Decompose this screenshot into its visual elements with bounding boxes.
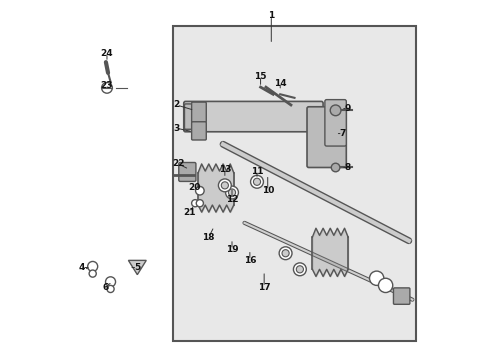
FancyBboxPatch shape	[184, 104, 201, 129]
Text: 3: 3	[173, 124, 180, 133]
Circle shape	[218, 179, 231, 192]
Text: 9: 9	[344, 104, 350, 113]
Circle shape	[250, 175, 263, 188]
Text: 6: 6	[102, 283, 108, 292]
Circle shape	[253, 178, 260, 185]
Circle shape	[279, 247, 291, 260]
Text: 11: 11	[250, 167, 263, 176]
Text: 18: 18	[202, 233, 215, 242]
FancyBboxPatch shape	[191, 102, 206, 122]
Circle shape	[369, 271, 383, 285]
Circle shape	[331, 163, 339, 172]
Text: 19: 19	[225, 245, 238, 254]
FancyBboxPatch shape	[191, 122, 206, 140]
Text: 17: 17	[257, 283, 270, 292]
Text: 14: 14	[273, 79, 286, 88]
FancyBboxPatch shape	[306, 107, 346, 167]
Text: 16: 16	[243, 256, 256, 265]
FancyBboxPatch shape	[183, 102, 323, 132]
Circle shape	[87, 261, 98, 271]
Circle shape	[293, 263, 305, 276]
Circle shape	[196, 200, 203, 207]
Circle shape	[282, 249, 288, 257]
Circle shape	[378, 278, 392, 293]
Text: 23: 23	[101, 81, 113, 90]
Circle shape	[195, 186, 203, 195]
Text: 15: 15	[254, 72, 266, 81]
Circle shape	[107, 285, 114, 293]
Text: 1: 1	[267, 11, 274, 20]
Text: 7: 7	[339, 129, 345, 138]
Circle shape	[191, 200, 198, 207]
Text: 10: 10	[261, 186, 273, 195]
FancyBboxPatch shape	[324, 100, 346, 146]
Circle shape	[228, 189, 235, 196]
Circle shape	[102, 82, 112, 93]
Circle shape	[329, 105, 340, 116]
Circle shape	[296, 266, 303, 273]
Circle shape	[105, 277, 115, 287]
FancyBboxPatch shape	[393, 288, 409, 304]
Text: 5: 5	[134, 263, 140, 272]
Text: 21: 21	[183, 208, 195, 217]
Text: 13: 13	[218, 165, 231, 174]
Text: 20: 20	[188, 183, 200, 192]
Text: 2: 2	[173, 100, 180, 109]
Polygon shape	[128, 260, 146, 275]
Text: 8: 8	[344, 163, 350, 172]
FancyBboxPatch shape	[179, 162, 196, 181]
Circle shape	[89, 270, 96, 277]
Circle shape	[221, 182, 228, 189]
Text: 24: 24	[101, 49, 113, 58]
Circle shape	[225, 186, 238, 199]
Text: 12: 12	[225, 195, 238, 204]
Text: 22: 22	[172, 159, 184, 168]
Text: 4: 4	[79, 263, 85, 272]
Bar	[173, 26, 415, 341]
